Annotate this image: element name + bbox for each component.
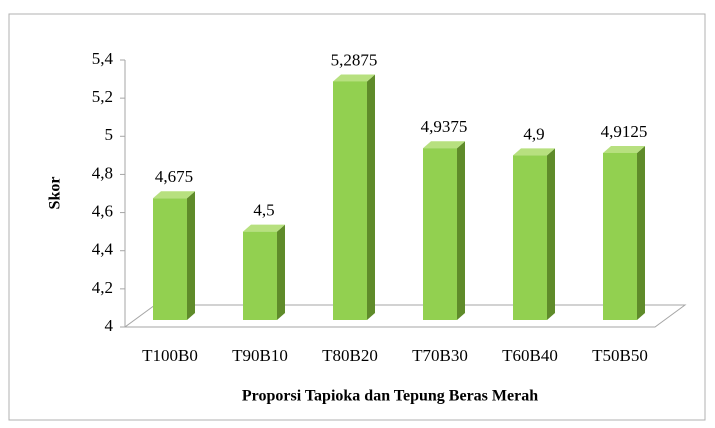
bar-top xyxy=(423,141,465,149)
value-label: 4,9125 xyxy=(601,122,648,141)
value-label: 4,9375 xyxy=(421,117,468,136)
value-label: 4,675 xyxy=(155,167,193,186)
value-label: 4,9 xyxy=(523,124,544,143)
bar-side xyxy=(457,141,465,320)
y-tick-label: 4,6 xyxy=(92,201,113,220)
bar-top xyxy=(153,191,195,199)
x-tick-label: T100B0 xyxy=(142,346,198,365)
bar xyxy=(153,198,187,320)
x-tick-label: T90B10 xyxy=(232,346,288,365)
value-label: 4,5 xyxy=(253,201,274,220)
x-tick-label: T70B30 xyxy=(412,346,468,365)
y-tick-label: 4,4 xyxy=(92,240,114,259)
x-tick-label: T80B20 xyxy=(322,346,378,365)
bar xyxy=(333,81,367,321)
bar xyxy=(603,152,637,320)
x-tick-label: T50B50 xyxy=(592,346,648,365)
bar-top xyxy=(603,145,645,153)
y-tick-label: 5 xyxy=(105,125,114,144)
floor xyxy=(123,304,687,328)
bar-top xyxy=(333,74,375,82)
bar-side xyxy=(277,224,285,320)
bar-side xyxy=(637,145,645,320)
y-tick-label: 5,4 xyxy=(92,49,114,68)
y-tick-label: 4 xyxy=(105,316,114,335)
bar-top xyxy=(513,148,555,156)
y-tick-label: 5,2 xyxy=(92,87,113,106)
y-axis-title: Skor xyxy=(47,177,64,210)
value-label: 5,2875 xyxy=(331,50,378,69)
y-tick-label: 4,2 xyxy=(92,278,113,297)
bar-side xyxy=(187,191,195,320)
bar-side xyxy=(547,148,555,320)
x-tick-label: T60B40 xyxy=(502,346,558,365)
bar xyxy=(243,231,277,320)
bar-side xyxy=(367,74,375,321)
x-axis-title: Proporsi Tapioka dan Tepung Beras Merah xyxy=(242,388,538,405)
bar xyxy=(423,148,457,320)
bar-top xyxy=(243,224,285,232)
bar xyxy=(513,155,547,320)
y-tick-label: 4,8 xyxy=(92,163,113,182)
